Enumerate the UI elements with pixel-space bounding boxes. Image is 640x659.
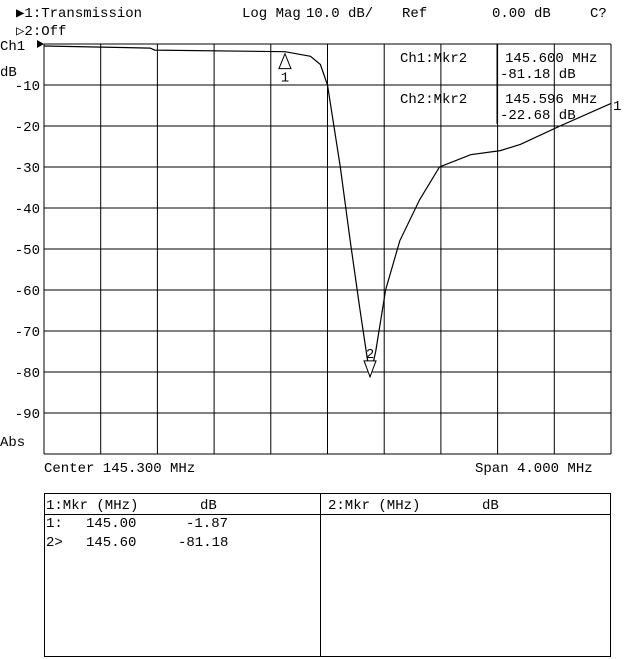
channel-indicator: Ch1 (0, 39, 25, 55)
span: Span 4.000 MHz (475, 461, 593, 477)
marker-table (44, 493, 611, 657)
abs-label: Abs (0, 435, 25, 451)
trace-end-label: 1 (613, 99, 621, 115)
y-tick-label: -30 (15, 161, 40, 177)
y-tick-label: -80 (15, 366, 40, 382)
table-left-col1: 1:Mkr (MHz) (46, 498, 138, 514)
row-freq: 145.00 (86, 516, 136, 532)
marker-1-icon[interactable] (278, 52, 292, 70)
table-left-col2: dB (200, 498, 217, 514)
ref-pointer-icon (37, 40, 44, 48)
y-tick-label: -60 (15, 284, 40, 300)
row-id: 2> (46, 535, 63, 551)
readout-1-label: Ch1:Mkr2 (400, 51, 467, 67)
y-tick-label: -10 (15, 79, 40, 95)
y-tick-label: -20 (15, 120, 40, 136)
readout-1-freq: 145.600 MHz (505, 51, 597, 67)
marker-2-icon[interactable] (363, 360, 377, 379)
unit-label: dB (0, 65, 17, 81)
channel2-label[interactable]: ▷2:Off (16, 24, 66, 40)
markers: 12 (278, 52, 377, 379)
row-freq: 145.60 (86, 535, 136, 551)
row-db: -81.18 (178, 535, 228, 551)
row-db: -1.87 (186, 516, 228, 532)
marker-label: 1 (281, 71, 289, 87)
ref-value: 0.00 dB (492, 6, 551, 22)
readout-1-value: -81.18 dB (500, 67, 576, 83)
readout-2-label: Ch2:Mkr2 (400, 92, 467, 108)
y-tick-label: -90 (15, 407, 40, 423)
table-row[interactable]: 2> 145.60 -81.18 (46, 535, 228, 551)
y-tick-labels: -10 -20 -30 -40 -50 -60 -70 -80 -90 (15, 79, 40, 423)
y-tick-label: -40 (15, 202, 40, 218)
readout-2-freq: 145.596 MHz (505, 92, 597, 108)
ref-label: Ref (402, 6, 427, 22)
table-right-col1: 2:Mkr (MHz) (328, 498, 420, 514)
center-frequency: Center 145.300 MHz (44, 461, 195, 477)
y-tick-label: -70 (15, 325, 40, 341)
row-id: 1: (46, 516, 63, 532)
scale-label: 10.0 dB/ (306, 6, 373, 22)
table-right-col2: dB (482, 498, 499, 514)
table-row[interactable]: 1: 145.00 -1.87 (46, 516, 228, 532)
y-tick-label: -50 (15, 243, 40, 259)
format-label: Log Mag (242, 6, 301, 22)
status-label: C? (590, 6, 607, 22)
marker-label: 2 (366, 347, 374, 363)
channel1-label[interactable]: ▶1:Transmission (16, 6, 142, 22)
readout-2-value: -22.68 dB (500, 108, 576, 124)
